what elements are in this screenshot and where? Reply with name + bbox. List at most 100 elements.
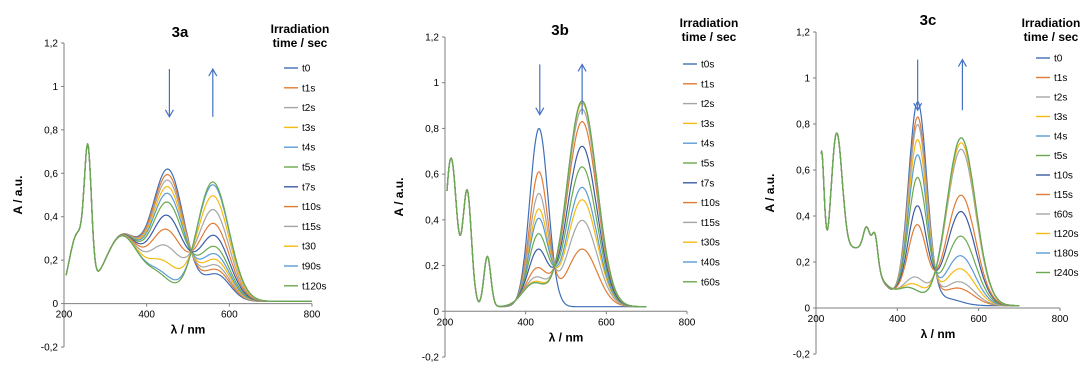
- panel-title: 3a: [172, 24, 189, 41]
- y-tick-label: 0: [52, 299, 58, 310]
- legend-label-t2s: t2s: [1054, 93, 1067, 104]
- legend-label-t30: t30: [302, 242, 316, 253]
- legend-label-t3s: t3s: [1054, 112, 1067, 123]
- legend-title-line-1: Irradiation: [271, 22, 330, 36]
- series-line-t60s: [446, 100, 647, 308]
- y-tick-label: 1,2: [44, 39, 58, 50]
- series-line-t0: [65, 143, 312, 302]
- y-tick-label: 0,6: [796, 166, 810, 177]
- y-axis-label: A / a.u.: [392, 178, 406, 217]
- y-tick-label: 1: [52, 82, 58, 93]
- series-lines: [446, 100, 647, 308]
- x-tick-label: 600: [970, 314, 987, 325]
- y-axis-label: A / a.u.: [11, 176, 25, 215]
- legend-label-t0: t0: [302, 64, 311, 75]
- legend-label-t1s: t1s: [1054, 73, 1067, 84]
- series-line-t30s: [446, 102, 647, 308]
- x-tick-label: 200: [808, 314, 825, 325]
- y-tick-label: 0,4: [796, 212, 810, 223]
- y-tick-label: 0,6: [44, 169, 58, 180]
- series-lines: [820, 101, 1020, 307]
- legend-label-t10s: t10s: [701, 198, 720, 209]
- legend-title-line-1: Irradiation: [1022, 16, 1081, 30]
- legend-label-t90s: t90s: [302, 262, 321, 273]
- change-arrows: [164, 67, 218, 119]
- y-tick-label: 0: [804, 304, 810, 315]
- y-tick-label: 0: [433, 307, 439, 318]
- increase-arrow-head: [208, 67, 218, 77]
- series-line-t7s: [65, 143, 312, 302]
- x-tick-label: 600: [598, 317, 615, 328]
- y-tick-label: -0,2: [422, 353, 440, 364]
- legend-label-t180s: t180s: [1054, 249, 1078, 260]
- x-tick-label: 400: [517, 317, 534, 328]
- series-line-t40s: [446, 100, 647, 308]
- series-line-t2s: [65, 143, 312, 302]
- y-tick-label: 1: [804, 74, 810, 85]
- change-arrows: [535, 63, 587, 116]
- series-line-t0s: [446, 127, 647, 308]
- series-line-t5s: [65, 143, 312, 302]
- x-axis-label: λ / nm: [921, 327, 956, 341]
- x-tick-label: 800: [304, 310, 321, 321]
- series-line-t1s: [65, 143, 312, 302]
- series-line-t240s: [820, 132, 1020, 307]
- y-tick-label: 0,2: [425, 261, 439, 272]
- legend-label-t2s: t2s: [302, 103, 315, 114]
- legend-label-t10s: t10s: [302, 202, 321, 213]
- y-tick-label: 0,8: [425, 124, 439, 135]
- y-tick-label: 1: [433, 78, 439, 89]
- series-line-t15s: [65, 143, 312, 302]
- legend-label-t7s: t7s: [302, 182, 315, 193]
- y-tick-label: 0,8: [796, 120, 810, 131]
- legend-label-t4s: t4s: [701, 139, 714, 150]
- x-axis-label: λ / nm: [171, 323, 206, 337]
- x-tick-label: 600: [221, 310, 238, 321]
- y-tick-label: 0,2: [44, 256, 58, 267]
- series-line-t10s: [65, 143, 312, 302]
- legend-title-line-1: Irradiation: [680, 16, 739, 30]
- legend-label-t0: t0: [1054, 54, 1063, 65]
- legend-label-t5s: t5s: [302, 163, 315, 174]
- y-tick-label: -0,2: [793, 350, 811, 361]
- x-tick-label: 200: [437, 317, 454, 328]
- legend-title-line-2: time / sec: [682, 30, 737, 44]
- legend-label-t15s: t15s: [302, 222, 321, 233]
- legend-label-t3s: t3s: [701, 119, 714, 130]
- x-tick-label: 400: [138, 310, 155, 321]
- series-line-t30: [65, 143, 312, 302]
- y-tick-label: 0,8: [44, 125, 58, 136]
- x-tick-label: 200: [56, 310, 73, 321]
- x-tick-label: 400: [889, 314, 906, 325]
- x-tick-label: 800: [1052, 314, 1069, 325]
- series-lines: [65, 143, 312, 302]
- x-axis-label: λ / nm: [549, 330, 584, 344]
- y-tick-label: 0,4: [425, 215, 439, 226]
- legend-label-t40s: t40s: [701, 258, 720, 269]
- decrease-arrow-head: [913, 102, 923, 112]
- panel-title: 3b: [551, 22, 569, 39]
- legend-label-t4s: t4s: [1054, 132, 1067, 143]
- legend-label-t120s: t120s: [1054, 229, 1078, 240]
- series-line-t90s: [65, 143, 312, 302]
- y-tick-label: 0,4: [44, 212, 58, 223]
- legend-label-t10s: t10s: [1054, 171, 1073, 182]
- chart-panel-3a: -0,2 0 0,2 0,4 0,6 0,8 1 1,2 200 400 600 800 λ / nm A…: [11, 22, 329, 354]
- increase-arrow-head: [957, 58, 967, 67]
- series-line-t120s: [65, 143, 312, 302]
- y-tick-label: 0,2: [796, 258, 810, 269]
- legend-label-t240s: t240s: [1054, 268, 1078, 279]
- legend-title-line-2: time / sec: [273, 36, 328, 50]
- legend-label-t15s: t15s: [701, 218, 720, 229]
- legend-label-t15s: t15s: [1054, 190, 1073, 201]
- legend-label-t30s: t30s: [701, 238, 720, 249]
- y-tick-label: 1,2: [425, 33, 439, 44]
- legend-label-t3s: t3s: [302, 123, 315, 134]
- legend-label-t1s: t1s: [302, 83, 315, 94]
- series-line-t3s: [65, 143, 312, 302]
- x-tick-label: 800: [679, 317, 696, 328]
- y-axis-label: A / a.u.: [763, 174, 777, 213]
